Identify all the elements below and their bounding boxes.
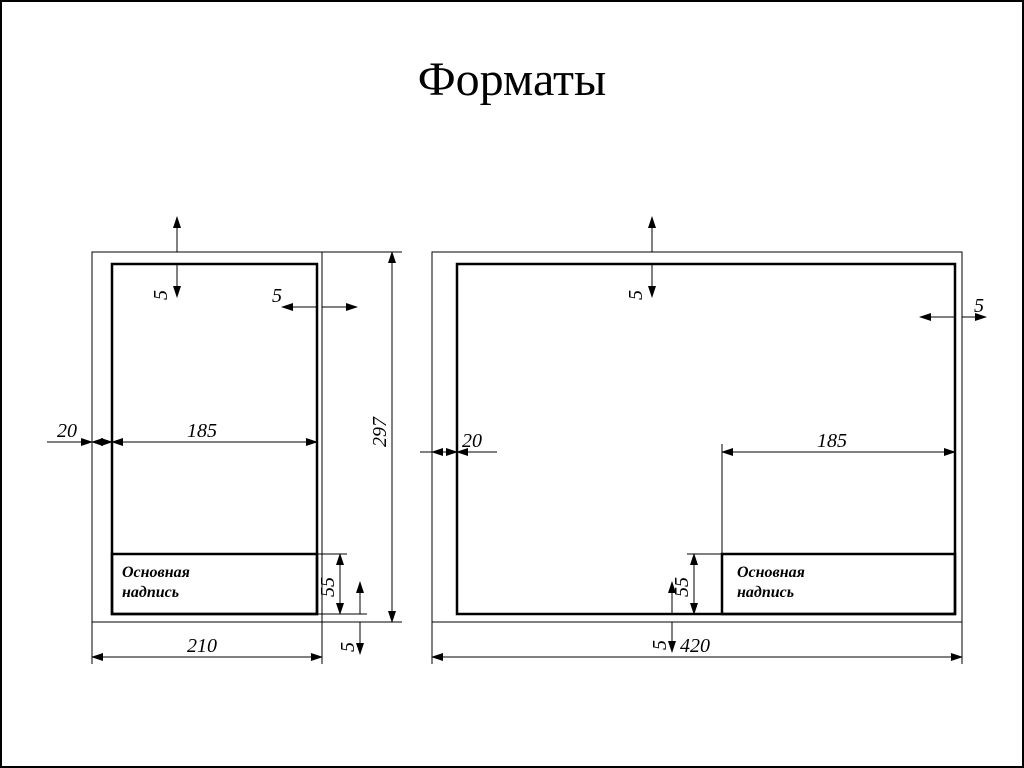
a3-right-gap-value: 5 (974, 295, 984, 317)
a4-right-gap-value: 5 (272, 285, 282, 307)
a4-bg-value: 5 (337, 642, 359, 652)
a3-tw-value: 420 (680, 635, 710, 657)
page-title: Форматы (2, 52, 1022, 107)
a3-label-line1: Основная (737, 564, 805, 581)
a4-label-line2: надпись (122, 584, 179, 601)
a3-outer-frame (432, 252, 962, 622)
a4-innerw-value: 185 (187, 420, 217, 442)
diagram-container: Основная надпись 5 5 20 185 297 210 55 5… (42, 222, 986, 672)
a3-top-gap-value: 5 (625, 290, 647, 300)
a4-label-line1: Основная (122, 564, 190, 581)
a3-label-line2: надпись (737, 584, 794, 601)
a4-lm-value: 20 (57, 420, 77, 442)
a4-tb-value: 55 (317, 577, 339, 597)
a4-tw-value: 210 (187, 635, 217, 657)
a3-lm-value: 20 (462, 430, 482, 452)
formats-svg: Основная надпись 5 5 20 185 297 210 55 5… (42, 222, 986, 672)
a3-inw-value: 185 (817, 430, 847, 452)
a4-h-value: 297 (369, 416, 391, 447)
a3-bg-value: 5 (649, 640, 671, 650)
a4-top-gap-value: 5 (150, 290, 172, 300)
a3-inner-frame (457, 264, 955, 614)
a3-tb-value: 55 (671, 577, 693, 597)
